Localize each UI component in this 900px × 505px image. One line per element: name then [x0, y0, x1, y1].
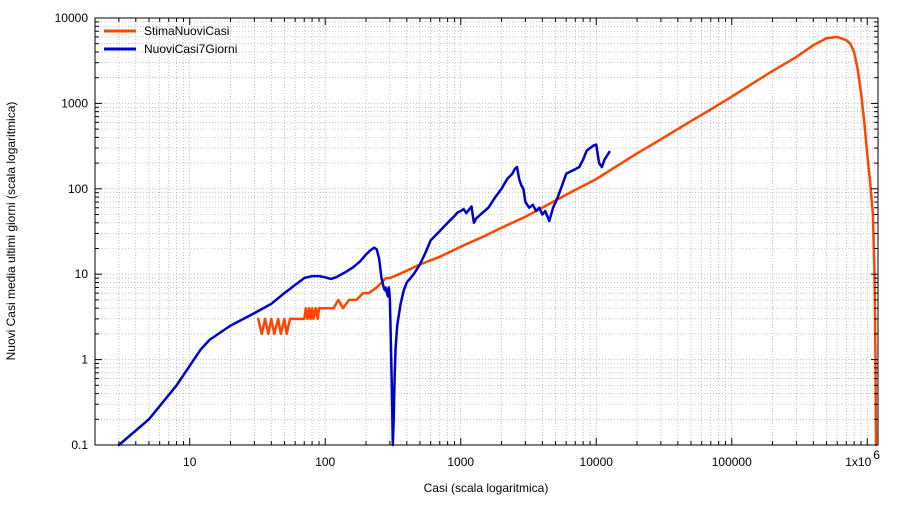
y-tick-label: 1 [81, 353, 88, 367]
x-tick-label: 10 [183, 455, 197, 469]
y-tick-label: 10 [75, 267, 89, 281]
x-tick-label: 100 [315, 455, 335, 469]
y-tick-label: 0.1 [71, 438, 88, 452]
x-tick-label: 10000 [580, 455, 614, 469]
legend-label-stima-nuovi-casi: StimaNuoviCasi [144, 24, 229, 38]
x-tick-label: 1000 [447, 455, 474, 469]
x-tick-label-mantissa: 1x10 [845, 455, 871, 469]
y-tick-label: 10000 [55, 11, 89, 25]
x-axis-title: Casi (scala logaritmica) [424, 481, 549, 495]
series-line-stima-nuovi-casi [256, 35, 878, 447]
plot-frame [94, 17, 879, 446]
axis-ticks: 10 100 1000 10000 100000 1x10 6 0.1 1 10 100 1000 10… [55, 11, 881, 469]
y-axis-title: Nuovi Casi media ultimi giorni (scala lo… [4, 102, 18, 361]
legend-label-nuovi-casi-7-giorni: NuoviCasi7Giorni [144, 42, 237, 56]
legend: StimaNuoviCasi NuoviCasi7Giorni [104, 24, 237, 56]
series-lines [117, 35, 878, 447]
x-tick-label-exponent: 6 [873, 448, 880, 462]
x-tick-label: 100000 [712, 455, 752, 469]
grid-lines [94, 17, 878, 446]
y-tick-label: 1000 [61, 96, 88, 110]
y-tick-label: 100 [68, 182, 88, 196]
series-line-nuovi-casi-7-giorni [117, 143, 611, 447]
